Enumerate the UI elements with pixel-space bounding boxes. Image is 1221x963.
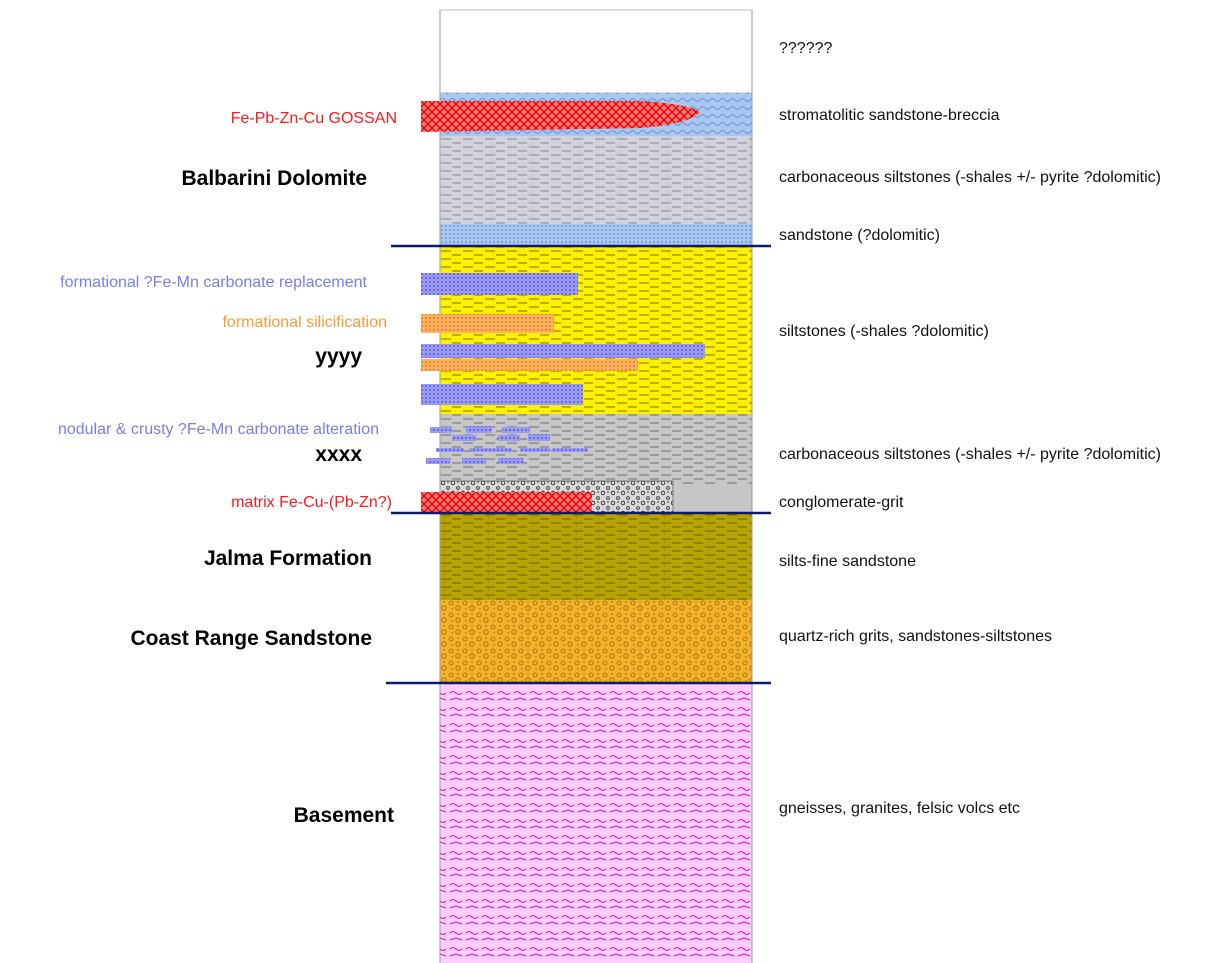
unit-label: Jalma Formation — [204, 547, 372, 570]
nodule — [430, 427, 452, 433]
silicification-bar-1 — [421, 314, 554, 333]
fe-mn-replacement-bar-3 — [421, 384, 583, 405]
layer-silts-fine-sandstone — [440, 513, 752, 600]
nodular-alteration-nodules — [426, 426, 588, 464]
nodule — [498, 458, 524, 464]
lithology-label: conglomerate-grit — [779, 494, 904, 511]
nodule — [498, 435, 520, 441]
fe-mn-replacement-bar-1 — [421, 273, 578, 295]
lithology-label: gneisses, granites, felsic volcs etc — [779, 800, 1020, 817]
nodule — [520, 448, 550, 452]
nodule — [466, 426, 492, 433]
unit-label: Balbarini Dolomite — [181, 167, 367, 190]
nodule — [470, 448, 512, 452]
layer-sandstone-dolomitic — [440, 224, 752, 247]
annotation-label: Fe-Pb-Zn-Cu GOSSAN — [231, 110, 397, 127]
layer-carbonaceous-siltstones-upper — [440, 136, 752, 224]
annotation-label: nodular & crusty ?Fe-Mn carbonate altera… — [58, 421, 379, 438]
unit-label: xxxx — [315, 443, 362, 466]
nodule — [502, 427, 530, 433]
layer-quartz-rich-grits — [440, 600, 752, 683]
lithology-label: siltstones (-shales ?dolomitic) — [779, 323, 989, 340]
nodule — [462, 458, 486, 464]
lithology-label: stromatolitic sandstone-breccia — [779, 107, 1000, 124]
matrix-mineralisation-overlay — [421, 492, 592, 512]
layer-unknown — [439, 9, 753, 94]
nodule — [528, 434, 550, 441]
annotation-label: matrix Fe-Cu-(Pb-Zn?) — [231, 494, 392, 511]
unit-label: Coast Range Sandstone — [130, 627, 372, 650]
lithology-label: silts-fine sandstone — [779, 553, 916, 570]
nodule — [552, 448, 588, 452]
lithology-label: quartz-rich grits, sandstones-siltstones — [779, 628, 1052, 645]
silicification-bar-2 — [421, 359, 638, 371]
annotation-label: formational ?Fe-Mn carbonate replacement — [60, 274, 367, 291]
nodule — [426, 458, 450, 464]
nodule — [452, 435, 476, 441]
lithology-label: carbonaceous siltstones (-shales +/- pyr… — [779, 446, 1161, 463]
fe-mn-replacement-bar-2 — [421, 344, 705, 358]
lithology-label: sandstone (?dolomitic) — [779, 227, 940, 244]
annotation-label: formational silicification — [222, 314, 387, 331]
unit-label: yyyy — [315, 345, 362, 368]
gossan-overlay — [421, 101, 700, 132]
unit-label: Basement — [294, 804, 394, 827]
lithology-label: carbonaceous siltstones (-shales +/- pyr… — [779, 169, 1161, 186]
layer-basement — [440, 683, 752, 963]
lithology-label: ?????? — [779, 40, 832, 57]
nodule — [436, 448, 464, 452]
